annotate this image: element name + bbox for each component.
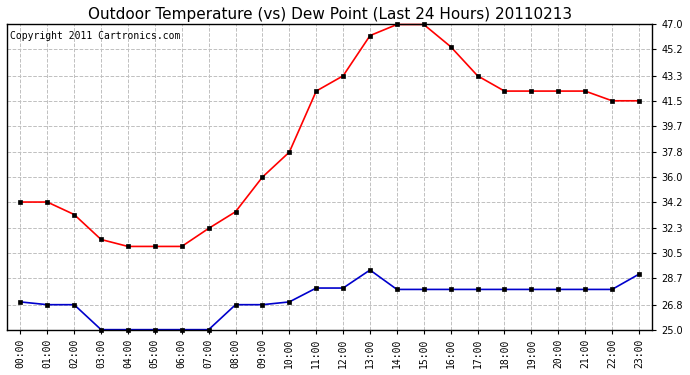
Title: Outdoor Temperature (vs) Dew Point (Last 24 Hours) 20110213: Outdoor Temperature (vs) Dew Point (Last… [88,7,572,22]
Text: Copyright 2011 Cartronics.com: Copyright 2011 Cartronics.com [10,31,181,40]
